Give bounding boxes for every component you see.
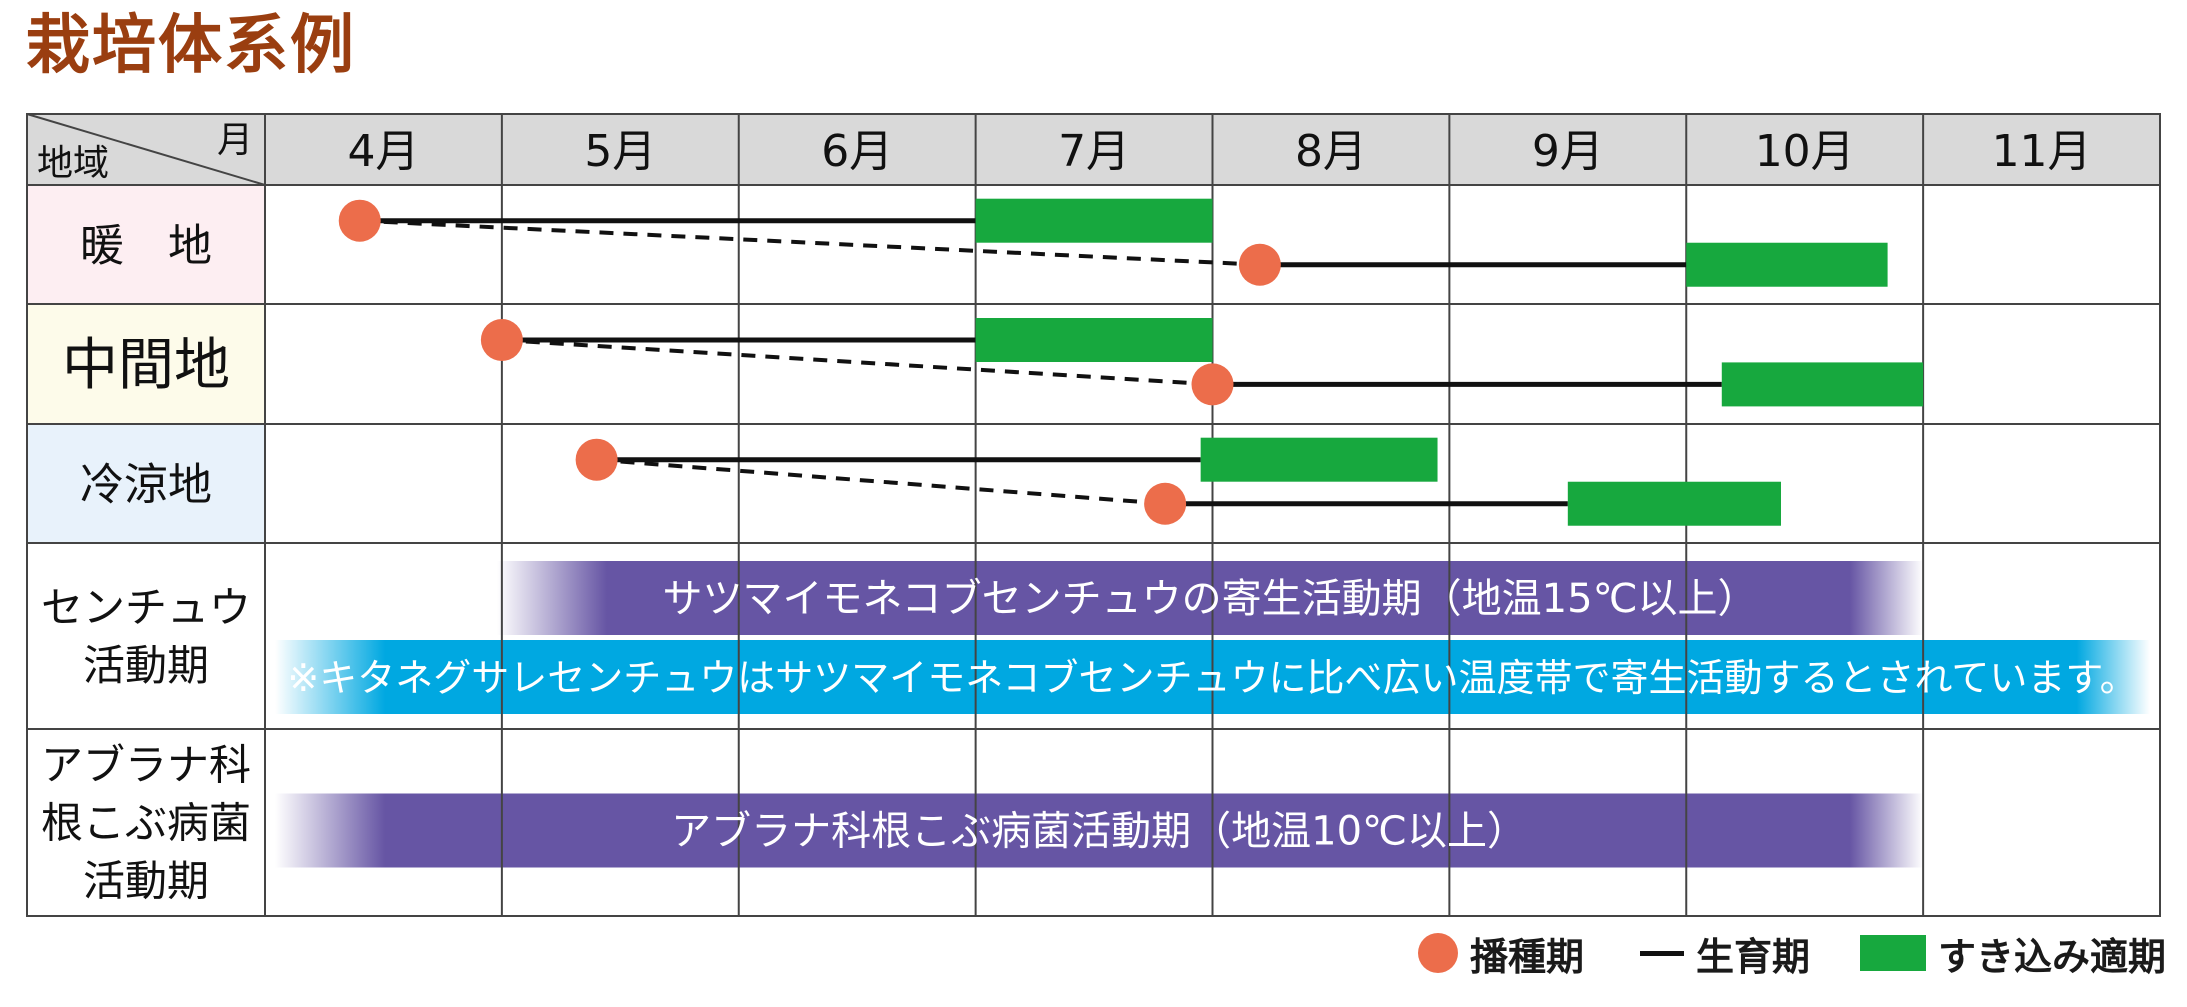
nematode-bar-1-text: サツマイモネコブセンチュウの寄生活動期（地温15℃以上） [662, 576, 1757, 622]
month-header: 5月 [584, 126, 656, 177]
corner-region-label: 地域 [37, 143, 109, 184]
sowing-dot [338, 199, 381, 242]
month-header: 10月 [1755, 126, 1855, 177]
legend-sowing: 播種期 [1418, 928, 1585, 979]
page-title: 栽培体系例 [26, 9, 356, 83]
header-bg [27, 114, 2160, 185]
month-header: 6月 [821, 126, 893, 177]
row-label-bg [27, 185, 265, 304]
incorporation-period [975, 318, 1213, 362]
sowing-dot [575, 438, 618, 481]
incorporation-period [975, 198, 1213, 243]
sowing-dot [1238, 243, 1281, 286]
grid-border [26, 113, 2161, 917]
row-label-line: 根こぶ病菌 [41, 799, 251, 848]
corner-month-label: 月 [217, 120, 253, 161]
row-label: 冷涼地 [80, 459, 212, 510]
sowing-connector [359, 218, 1260, 267]
sowing-dot [480, 319, 523, 361]
month-header: 4月 [347, 126, 419, 177]
row-label-line: アブラナ科 [41, 741, 251, 790]
sowing-connector [596, 457, 1166, 506]
month-header: 11月 [1992, 126, 2092, 177]
row-label-line: センチュウ [41, 583, 251, 632]
legend-sowing-label: 播種期 [1470, 934, 1585, 979]
sowing-dot-icon [1418, 933, 1458, 973]
legend-incorporation: すき込み適期 [1860, 928, 2167, 979]
legend-incorporation-label: すき込み適期 [1938, 934, 2167, 979]
month-header: 8月 [1295, 126, 1367, 177]
legend-growing: 生育期 [1640, 928, 1811, 979]
clubroot-bar-text: アブラナ科根こぶ病菌活動期（地温10℃以上） [671, 809, 1527, 855]
row-label-bg [27, 304, 265, 424]
sowing-dot [1144, 482, 1187, 525]
clubroot-bar [275, 793, 1924, 868]
corner-diagonal [26, 113, 266, 186]
legend-growing-label: 生育期 [1696, 934, 1811, 979]
incorporation-period [1200, 437, 1438, 482]
row-label-bg [27, 424, 265, 543]
incorporation-period [1686, 242, 1888, 287]
growing-line-icon [1640, 950, 1684, 956]
incorporation-period [1567, 481, 1781, 526]
row-label: 暖 地 [80, 220, 212, 271]
month-header: 9月 [1532, 126, 1604, 177]
row-label: 中間地 [62, 333, 230, 398]
incorporation-period [1721, 362, 1924, 407]
row-label-line: 活動期 [83, 641, 209, 690]
nematode-bar-2-text: ※キタネグサレセンチュウはサツマイモネコブセンチュウに比べ広い温度帯で寄生活動す… [287, 656, 2137, 700]
month-header: 7月 [1058, 126, 1130, 177]
row-label-line: 活動期 [83, 857, 209, 906]
incorporation-rect-icon [1860, 935, 1926, 971]
sowing-dot [1191, 363, 1234, 406]
